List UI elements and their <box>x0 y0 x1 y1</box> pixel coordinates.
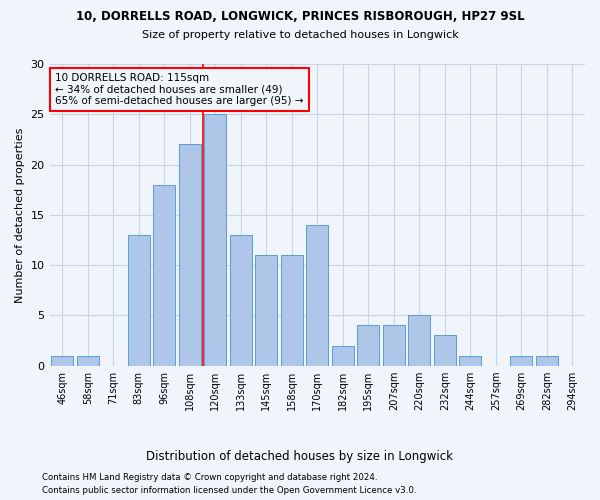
Bar <box>536 356 557 366</box>
Bar <box>460 356 481 366</box>
Bar <box>281 255 302 366</box>
Bar <box>179 144 200 366</box>
Text: Contains public sector information licensed under the Open Government Licence v3: Contains public sector information licen… <box>42 486 416 495</box>
Bar <box>128 235 149 366</box>
Text: 10 DORRELLS ROAD: 115sqm
← 34% of detached houses are smaller (49)
65% of semi-d: 10 DORRELLS ROAD: 115sqm ← 34% of detach… <box>55 73 304 106</box>
Text: Contains HM Land Registry data © Crown copyright and database right 2024.: Contains HM Land Registry data © Crown c… <box>42 472 377 482</box>
Bar <box>77 356 98 366</box>
Text: Distribution of detached houses by size in Longwick: Distribution of detached houses by size … <box>146 450 454 463</box>
Bar <box>256 255 277 366</box>
Bar <box>307 225 328 366</box>
Bar <box>383 326 404 366</box>
Bar <box>332 346 353 366</box>
Bar <box>358 326 379 366</box>
Bar <box>52 356 73 366</box>
Y-axis label: Number of detached properties: Number of detached properties <box>15 127 25 302</box>
Bar <box>154 184 175 366</box>
Bar <box>230 235 251 366</box>
Bar <box>511 356 532 366</box>
Text: Size of property relative to detached houses in Longwick: Size of property relative to detached ho… <box>142 30 458 40</box>
Bar <box>205 114 226 366</box>
Bar <box>409 316 430 366</box>
Text: 10, DORRELLS ROAD, LONGWICK, PRINCES RISBOROUGH, HP27 9SL: 10, DORRELLS ROAD, LONGWICK, PRINCES RIS… <box>76 10 524 23</box>
Bar <box>434 336 455 366</box>
